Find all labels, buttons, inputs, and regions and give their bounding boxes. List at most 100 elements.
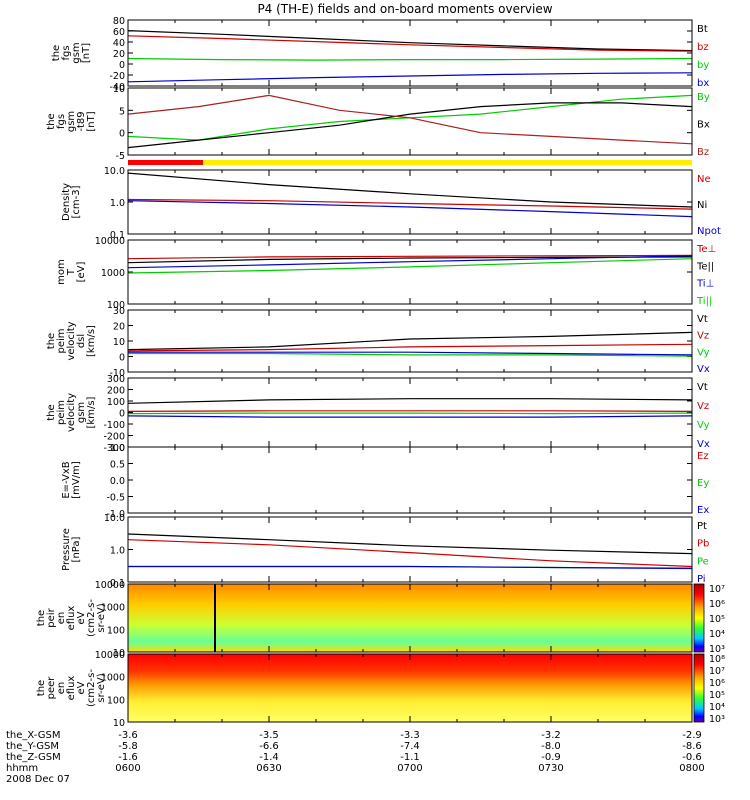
legend-entry: Ey bbox=[697, 478, 709, 489]
y-tick-label: 200 bbox=[107, 386, 125, 397]
legend-entry: Te⊥ bbox=[696, 244, 716, 255]
y-tick-label: 10 bbox=[113, 337, 125, 348]
series-line-Ni bbox=[127, 172, 693, 208]
series-line-Ne bbox=[127, 198, 693, 210]
colorbar-tick-label: 10³ bbox=[709, 714, 725, 725]
y-axis-label: Pressure bbox=[61, 528, 72, 571]
x-axis-value: -0.9 bbox=[541, 752, 561, 763]
y-axis-label: Density bbox=[61, 183, 72, 221]
y-tick-label: 40 bbox=[113, 38, 125, 49]
series-line-Vz bbox=[127, 343, 693, 352]
x-axis-row-label: hhmm bbox=[6, 763, 38, 774]
y-tick-label: 20 bbox=[113, 322, 125, 333]
legend-entry: Vx bbox=[697, 439, 710, 450]
legend-entry: By bbox=[697, 92, 710, 103]
y-tick-label: 1000 bbox=[101, 673, 125, 684]
colorbar-tick-label: 10³ bbox=[709, 644, 725, 655]
y-tick-label: 10000 bbox=[95, 236, 125, 247]
x-axis-value: -7.4 bbox=[400, 741, 420, 752]
y-tick-label: 80 bbox=[113, 16, 125, 27]
legend-entry: Ez bbox=[697, 451, 709, 462]
series-line-bx bbox=[127, 72, 693, 83]
y-axis-label: en bbox=[56, 682, 67, 695]
legend-entry: Ti⊥ bbox=[696, 279, 714, 290]
y-tick-label: -300 bbox=[103, 443, 125, 454]
x-axis-value: 0700 bbox=[397, 763, 422, 774]
y-axis-label: gsm bbox=[76, 402, 87, 423]
y-tick-label: 10000 bbox=[95, 650, 125, 661]
series-line-Vx bbox=[127, 415, 693, 418]
series-line-by bbox=[127, 57, 693, 61]
series-line-Vt bbox=[127, 331, 693, 351]
y-tick-label: -1.0 bbox=[106, 509, 125, 520]
legend-entry: Vx bbox=[697, 364, 710, 375]
x-axis-value: -3.3 bbox=[400, 730, 420, 741]
panel-velocity-gsm: the peim velocity gsm [km/s] 3002001000-100-2… bbox=[46, 374, 710, 454]
y-axis-label: [km/s] bbox=[86, 325, 97, 357]
series-line-Bz bbox=[127, 94, 693, 145]
y-axis-label: mom bbox=[56, 259, 67, 285]
legend-entry: Ti|| bbox=[696, 296, 712, 307]
mode-bar-fast bbox=[128, 160, 203, 165]
series-line-Pi bbox=[128, 565, 693, 570]
panel-frame bbox=[127, 309, 693, 373]
colorbar-tick-label: 10⁵ bbox=[709, 614, 725, 625]
y-axis-label: [eV] bbox=[76, 262, 87, 283]
y-tick-label: 60 bbox=[113, 27, 125, 38]
y-tick-label: 0.1 bbox=[110, 230, 125, 241]
y-axis-label: [nPa] bbox=[71, 536, 82, 562]
y-axis-label: [nT] bbox=[81, 43, 92, 63]
x-axis-value: -2.9 bbox=[682, 730, 702, 741]
series-line-Npot bbox=[127, 200, 693, 218]
colorbar-tick-label: 10⁷ bbox=[709, 666, 725, 677]
spectrogram-image bbox=[128, 584, 692, 652]
y-axis-label: gsm bbox=[71, 42, 82, 63]
y-tick-label: 0 bbox=[119, 60, 125, 71]
y-axis-label: gsm bbox=[66, 111, 77, 132]
x-axis-value: -0.6 bbox=[682, 752, 702, 763]
colorbar-tick-label: 10⁵ bbox=[709, 690, 725, 701]
series-line-Vz bbox=[127, 410, 693, 412]
legend-entry: Pt bbox=[697, 521, 707, 532]
x-axis-row-label: the_Y-GSM bbox=[6, 741, 59, 752]
y-axis-label: the bbox=[46, 113, 57, 129]
series-line-Vt bbox=[127, 398, 693, 404]
legend-entry: Pi bbox=[697, 574, 706, 585]
x-axis-value: 0800 bbox=[679, 763, 704, 774]
y-tick-label: -20 bbox=[109, 71, 125, 82]
legend-entry: Vt bbox=[697, 382, 708, 393]
series-line-Vy bbox=[127, 412, 693, 415]
panel-temperature: mom T [eV] 10000 1000 100 Te⊥ Te|| Ti⊥ Ti|| bbox=[56, 236, 716, 311]
y-axis-label: velocity bbox=[66, 321, 77, 360]
y-axis-label: [km/s] bbox=[86, 396, 97, 428]
y-axis-label: -t89 bbox=[76, 111, 87, 131]
y-axis-label: fgs bbox=[56, 114, 67, 129]
y-axis-label: fgs bbox=[61, 45, 72, 60]
y-tick-label: 0.1 bbox=[110, 578, 125, 589]
legend-entry: Bz bbox=[697, 147, 709, 158]
plot-title: P4 (TH-E) fields and on-board moments ov… bbox=[257, 2, 552, 16]
x-axis-value: -1.6 bbox=[118, 752, 138, 763]
y-tick-label: 10 bbox=[113, 648, 125, 659]
y-tick-label: 10000 bbox=[95, 580, 125, 591]
y-tick-label: -100 bbox=[103, 420, 125, 431]
mode-bar-slow bbox=[203, 160, 692, 165]
panel-velocity-dsl: the peim velocity dsl [km/s] 30 20 10 0 -10 Vt Vz Vy… bbox=[46, 306, 710, 379]
x-axis-value: -1.4 bbox=[259, 752, 279, 763]
y-tick-label: 100 bbox=[107, 397, 125, 408]
y-tick-label: 10.0 bbox=[104, 166, 125, 177]
legend-entry: Vt bbox=[697, 314, 708, 325]
series-line-Bt bbox=[127, 30, 693, 52]
x-axis-value: -3.5 bbox=[259, 730, 279, 741]
series-line-Te⊥ bbox=[127, 254, 693, 260]
colorbar-tick-label: 10⁷ bbox=[709, 584, 725, 595]
panel-density: Density [cm-3] 10.0 1.0 0.1 Ne Ni Npot bbox=[61, 166, 721, 241]
colorbar-tick-label: 10⁴ bbox=[709, 629, 725, 640]
y-tick-label: 30 bbox=[113, 306, 125, 317]
legend-entry: Vz bbox=[697, 401, 709, 412]
y-axis-label: velocity bbox=[66, 393, 77, 432]
x-axis-value: -6.6 bbox=[259, 741, 279, 752]
colorbar bbox=[693, 583, 705, 653]
y-tick-label: 0.5 bbox=[110, 460, 125, 471]
